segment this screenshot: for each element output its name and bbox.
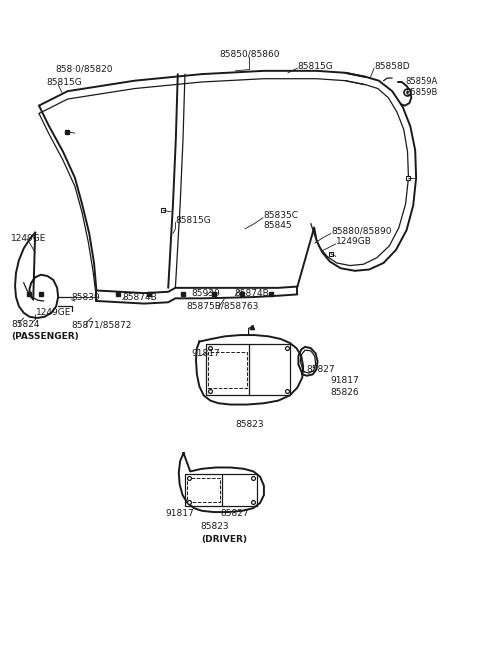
Text: 85826: 85826 bbox=[330, 388, 359, 397]
Text: 85839: 85839 bbox=[72, 293, 100, 302]
Text: 85824: 85824 bbox=[11, 320, 40, 329]
Text: 85875B/858763: 85875B/858763 bbox=[186, 301, 259, 310]
Text: 85939: 85939 bbox=[191, 289, 220, 298]
Text: 85815G: 85815G bbox=[46, 78, 82, 87]
Text: 85874B: 85874B bbox=[234, 289, 269, 298]
Text: 85835C: 85835C bbox=[263, 212, 298, 220]
Bar bbox=[208, 352, 247, 388]
Text: 85850/85860: 85850/85860 bbox=[219, 50, 280, 59]
Text: 85858D: 85858D bbox=[374, 62, 409, 71]
Text: 1249GE: 1249GE bbox=[11, 234, 47, 243]
Bar bbox=[185, 474, 257, 505]
Text: 85815G: 85815G bbox=[175, 215, 211, 225]
Text: 85827: 85827 bbox=[306, 365, 335, 374]
Text: 85823: 85823 bbox=[201, 522, 229, 531]
Text: 85859B: 85859B bbox=[405, 88, 437, 97]
Text: 91817: 91817 bbox=[330, 376, 359, 386]
Text: 1249GE: 1249GE bbox=[36, 308, 71, 317]
Text: 85871/85872: 85871/85872 bbox=[72, 320, 132, 329]
Text: 1249GB: 1249GB bbox=[336, 237, 372, 246]
Text: 85874B: 85874B bbox=[123, 293, 157, 302]
Text: 91817: 91817 bbox=[191, 349, 220, 358]
Bar bbox=[206, 344, 290, 396]
Text: 91817: 91817 bbox=[166, 509, 194, 518]
Text: 85823: 85823 bbox=[235, 420, 264, 430]
Text: 85859A: 85859A bbox=[405, 78, 437, 87]
Text: 858·0/85820: 858·0/85820 bbox=[56, 64, 113, 74]
Text: 85880/85890: 85880/85890 bbox=[331, 227, 391, 236]
Text: 85827: 85827 bbox=[221, 509, 250, 518]
Text: (DRIVER): (DRIVER) bbox=[201, 535, 247, 544]
Text: 85815G: 85815G bbox=[298, 62, 333, 71]
Text: (PASSENGER): (PASSENGER) bbox=[11, 332, 79, 341]
Text: 85845: 85845 bbox=[263, 221, 291, 230]
Bar bbox=[187, 478, 220, 501]
